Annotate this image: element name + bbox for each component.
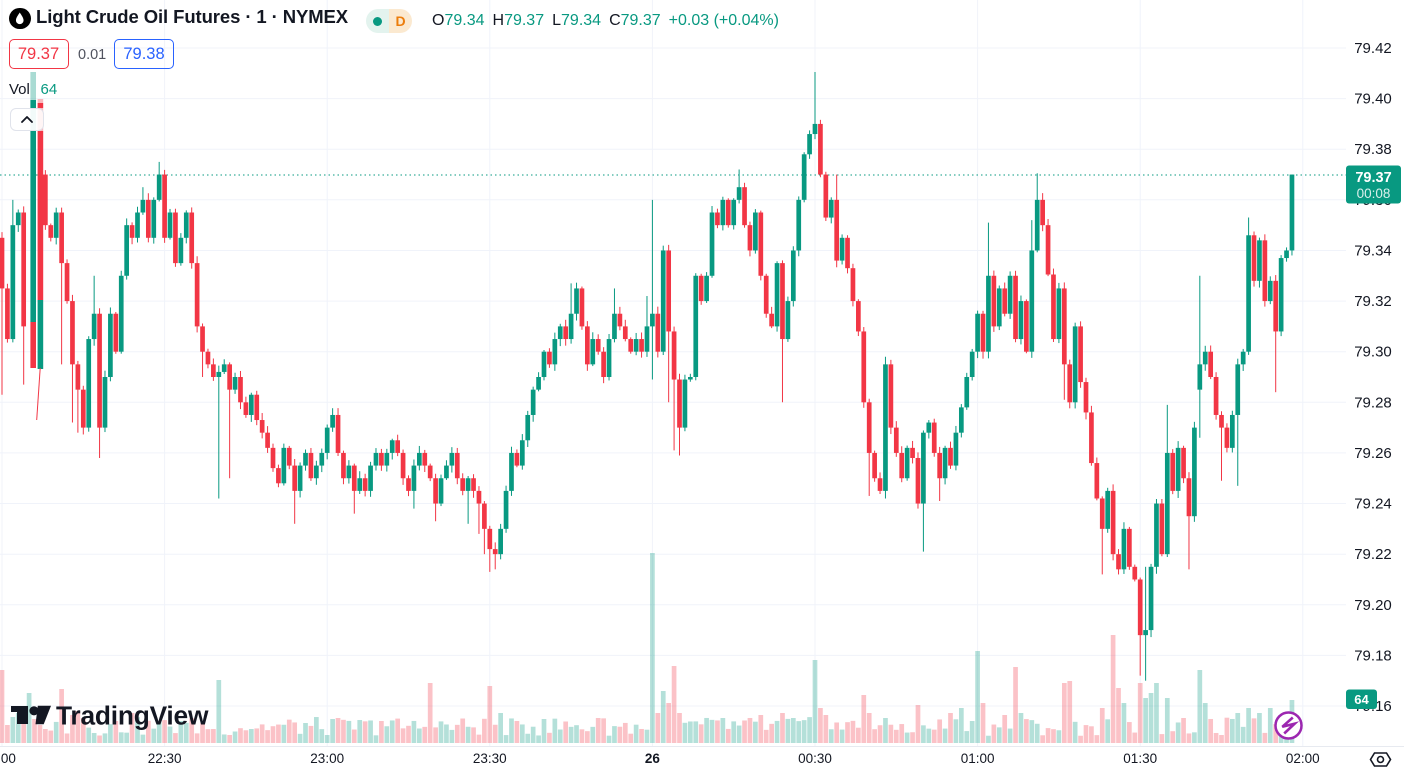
svg-text:23:30: 23:30 [473,751,507,766]
svg-text:00:30: 00:30 [798,751,832,766]
svg-text:79.24: 79.24 [1354,496,1392,513]
svg-text:79.28: 79.28 [1354,394,1392,411]
svg-text:79.30: 79.30 [1354,344,1392,361]
svg-text:79.22: 79.22 [1354,546,1392,563]
svg-text:TradingView: TradingView [56,701,209,731]
svg-text:79.32: 79.32 [1354,293,1392,310]
svg-text:64: 64 [1354,692,1369,707]
svg-text:22:00: 22:00 [0,751,16,766]
svg-text:79.34: 79.34 [1354,243,1392,260]
svg-text:79.37: 79.37 [1355,170,1391,186]
svg-text:79.18: 79.18 [1354,647,1392,664]
svg-text:79.26: 79.26 [1354,445,1392,462]
svg-text:01:30: 01:30 [1123,751,1157,766]
svg-text:79.38: 79.38 [1354,141,1392,158]
svg-text:79.20: 79.20 [1354,597,1392,614]
svg-text:22:30: 22:30 [148,751,182,766]
svg-text:23:00: 23:00 [310,751,344,766]
svg-text:00:08: 00:08 [1357,186,1391,201]
svg-text:79.42: 79.42 [1354,40,1392,57]
svg-text:26: 26 [645,751,661,766]
svg-text:79.40: 79.40 [1354,91,1392,108]
svg-text:01:00: 01:00 [961,751,995,766]
svg-text:02:00: 02:00 [1286,751,1320,766]
